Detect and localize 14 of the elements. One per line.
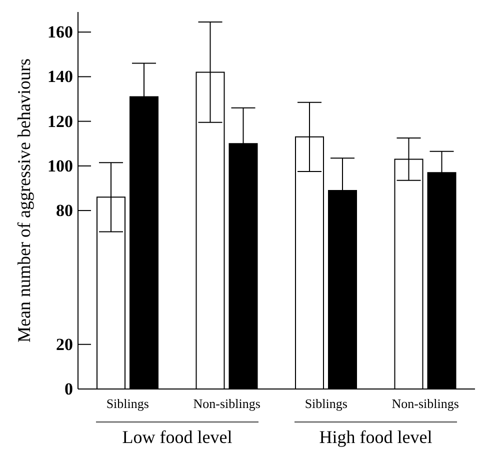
x-tick-label: Siblings [106, 396, 149, 412]
text: Low food level [122, 427, 232, 447]
y-tick-label: 100 [48, 156, 73, 176]
y-tick-label: 20 [56, 334, 73, 354]
x-tick-label: Siblings [304, 396, 348, 412]
y-tick-label: 120 [48, 112, 73, 131]
x-tick-label: Non-siblings [193, 396, 260, 412]
y-axis-title: Mean number of aggressive behaviours [14, 58, 34, 342]
y-tick-label: 0 [64, 380, 73, 398]
y-tick-label: 80 [56, 201, 73, 220]
text: High food level [319, 427, 432, 447]
x-tick-label: Non-siblings [392, 396, 459, 412]
y-tick-label: 140 [48, 67, 73, 86]
y-tick-label: 160 [48, 22, 73, 42]
